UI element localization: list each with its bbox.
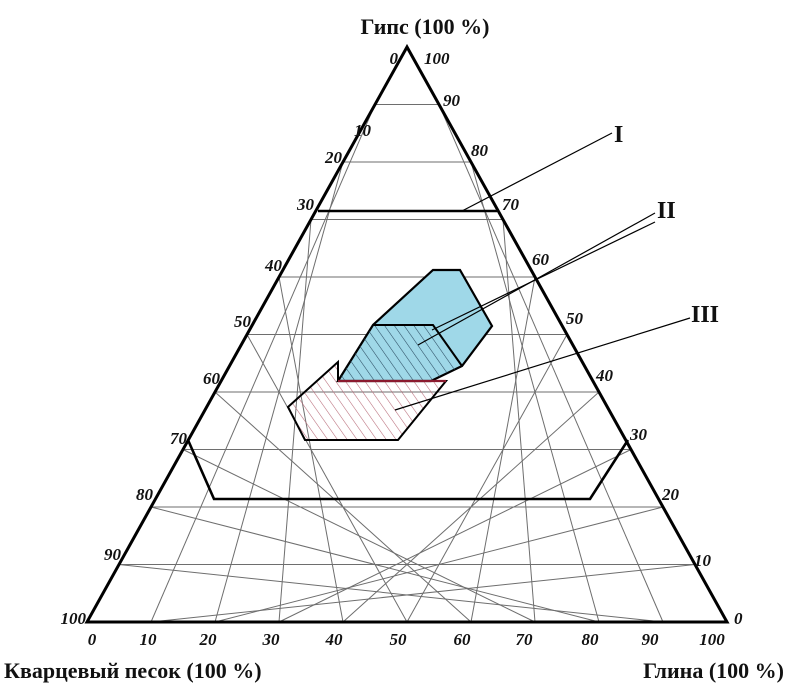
tick-right-10: 10 xyxy=(694,551,712,570)
tick-left-30: 30 xyxy=(296,195,315,214)
tick-left-90: 90 xyxy=(104,545,122,564)
tick-right-20: 20 xyxy=(661,485,680,504)
tick-bottom-70: 70 xyxy=(516,630,534,649)
tick-left-80: 80 xyxy=(136,485,154,504)
tick-right-0: 0 xyxy=(734,609,743,628)
tick-right-60: 60 xyxy=(532,250,550,269)
tick-left-10: 10 xyxy=(354,121,372,140)
tick-bottom-0: 0 xyxy=(88,630,97,649)
tick-bottom-30: 30 xyxy=(262,630,281,649)
tick-right-40: 40 xyxy=(595,366,614,385)
tick-bottom-20: 20 xyxy=(199,630,218,649)
tick-left-60: 60 xyxy=(203,369,221,388)
tick-left-20: 20 xyxy=(324,148,343,167)
tick-bottom-90: 90 xyxy=(642,630,660,649)
tick-left-0: 0 xyxy=(390,49,399,68)
tick-bottom-100: 100 xyxy=(699,630,725,649)
tick-left-50: 50 xyxy=(234,312,252,331)
leader-line-3 xyxy=(394,317,691,411)
region-1-bottom-edge xyxy=(186,439,630,501)
grid-line-falling xyxy=(150,564,696,623)
tick-left-100: 100 xyxy=(61,609,87,628)
region-2-hatch xyxy=(338,325,462,381)
vertex-label-top: Гипс (100 %) xyxy=(361,14,490,39)
tick-bottom-10: 10 xyxy=(140,630,158,649)
vertex-label-left: Кварцевый песок (100 %) xyxy=(4,658,262,683)
tick-labels-left: 0 10 20 30 40 50 60 70 80 90 100 xyxy=(61,49,399,628)
tick-left-40: 40 xyxy=(264,256,283,275)
tick-bottom-50: 50 xyxy=(390,630,408,649)
tick-right-80: 80 xyxy=(471,141,489,160)
grid-line-rising xyxy=(182,449,536,623)
tick-bottom-60: 60 xyxy=(454,630,472,649)
grid-line-rising xyxy=(118,564,664,623)
tick-bottom-80: 80 xyxy=(582,630,600,649)
region-label-2: II xyxy=(657,198,676,224)
grid-line-falling xyxy=(278,449,632,623)
tick-right-30: 30 xyxy=(629,425,648,444)
vertex-label-right: Глина (100 %) xyxy=(643,658,784,683)
tick-right-50: 50 xyxy=(566,309,584,328)
tick-bottom-40: 40 xyxy=(325,630,344,649)
grid-line-falling xyxy=(406,334,568,623)
leader-line-1 xyxy=(461,132,613,212)
grid-line-rising xyxy=(246,334,408,623)
tick-right-100: 100 xyxy=(424,49,450,68)
tick-labels-right: 100 90 80 70 60 50 40 30 20 10 0 xyxy=(424,49,743,628)
ternary-frame xyxy=(84,43,730,624)
region-label-1: I xyxy=(614,122,623,148)
tick-right-70: 70 xyxy=(502,195,520,214)
region-label-3: III xyxy=(691,302,719,328)
tick-left-70: 70 xyxy=(170,429,188,448)
tick-labels-bottom: 0 10 20 30 40 50 60 70 80 90 100 xyxy=(88,630,726,649)
tick-right-90: 90 xyxy=(443,91,461,110)
leader-line-2b xyxy=(431,221,656,331)
region-2-inner-edge xyxy=(373,324,463,367)
